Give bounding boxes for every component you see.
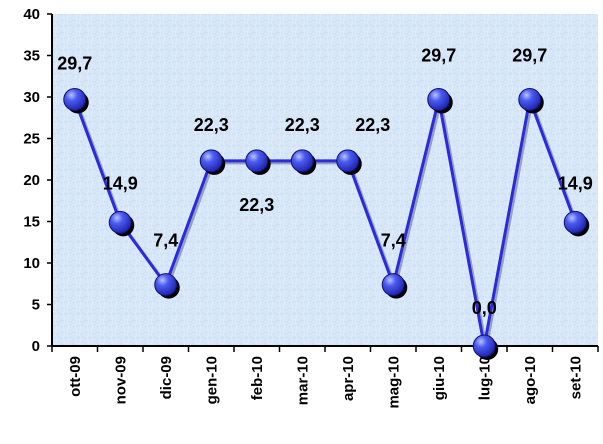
data-label: 22,3 [355,115,390,135]
data-label: 7,4 [153,231,178,251]
x-tick-label: nov-09 [112,356,129,404]
y-tick-label: 20 [23,172,40,189]
data-point [290,149,314,173]
data-label: 22,3 [194,115,229,135]
data-label: 29,7 [57,53,92,73]
data-label: 14,9 [558,173,593,193]
data-point [472,334,496,358]
x-tick-label: gen-10 [203,356,220,404]
data-label: 14,9 [103,173,138,193]
y-tick-label: 10 [23,255,40,272]
data-label: 29,7 [512,45,547,65]
x-tick-label: apr-10 [340,356,357,401]
x-tick-label: set-10 [567,356,584,399]
x-tick-label: mar-10 [294,356,311,405]
data-label: 29,7 [421,45,456,65]
data-label: 7,4 [381,231,406,251]
data-point [381,273,405,297]
data-point [336,149,360,173]
x-tick-label: feb-10 [249,356,266,400]
x-tick-label: giu-10 [431,356,448,400]
data-point [63,87,87,111]
x-tick-label: dic-09 [158,356,175,399]
plot-area [52,14,598,346]
y-tick-label: 0 [32,338,40,355]
data-point [518,87,542,111]
data-point [154,273,178,297]
y-tick-label: 40 [23,6,40,23]
series-line [73,93,577,347]
y-tick-label: 30 [23,89,40,106]
y-tick-label: 5 [32,297,40,314]
x-tick-label: ott-09 [67,356,84,397]
data-point [427,87,451,111]
data-point [245,149,269,173]
x-tick-label: mag-10 [385,356,402,409]
series [63,87,590,360]
data-point [563,210,587,234]
y-tick-label: 25 [23,131,40,148]
data-point [108,210,132,234]
data-label: 22,3 [285,115,320,135]
data-label: 22,3 [239,195,274,215]
x-tick-label: lug-10 [476,356,493,400]
data-label: 0,0 [472,298,497,318]
axes: 0 5 10 15 20 25 30 35 40 ott-09 nov-09 dic-09 gen-10… [23,6,599,409]
data-point [199,149,223,173]
x-tick-label: ago-10 [522,356,539,404]
data-labels: 29,7 14,9 7,4 22,3 22,3 22,3 22,3 7,4 29,7 0,0 29,… [57,45,593,318]
y-tick-label: 15 [23,214,40,231]
y-tick-label: 35 [23,48,40,65]
